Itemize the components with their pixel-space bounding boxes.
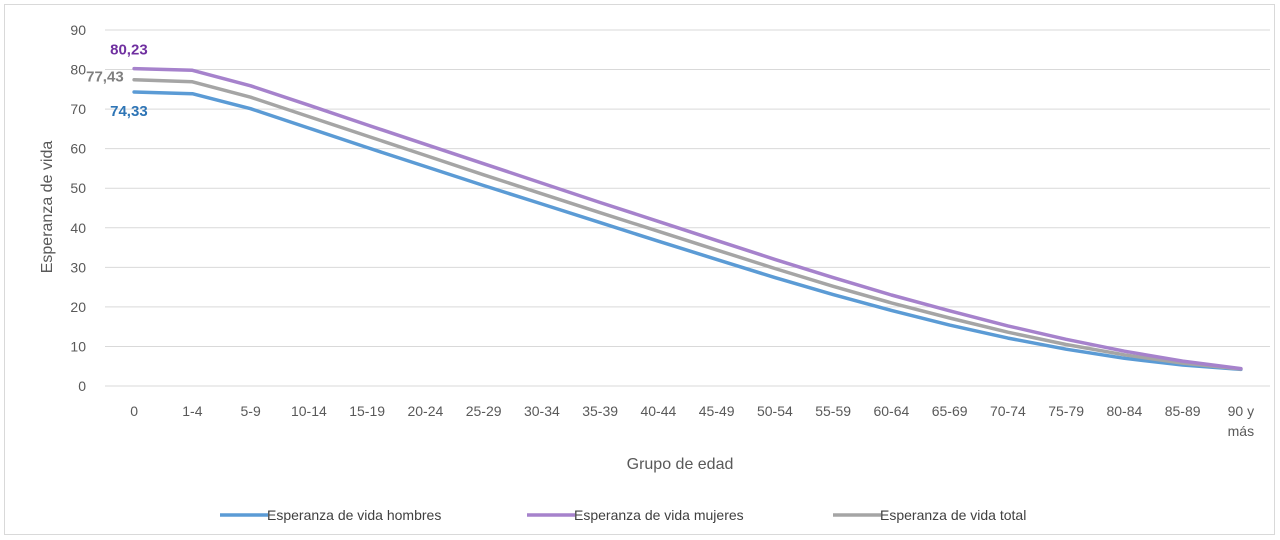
x-tick-label: 45-49 bbox=[699, 403, 735, 419]
x-tick-label: 50-54 bbox=[757, 403, 793, 419]
y-axis-ticks: 0 10 20 30 40 50 60 70 80 90 bbox=[70, 22, 86, 394]
series-lines bbox=[132, 66, 1243, 372]
x-tick-label: 20-24 bbox=[407, 403, 443, 419]
x-tick-label: 65-69 bbox=[932, 403, 968, 419]
x-tick-label: 10-14 bbox=[291, 403, 327, 419]
legend-item-0: Esperanza de vida hombres bbox=[220, 507, 441, 523]
x-axis-ticks: 0 1-4 5-9 10-14 15-19 20-24 25-29 30-34 35-39 40-… bbox=[130, 403, 1254, 439]
data-label: 74,33 bbox=[110, 103, 148, 120]
x-tick-label: 0 bbox=[130, 403, 138, 419]
y-tick-label: 50 bbox=[70, 180, 86, 196]
y-tick-label: 30 bbox=[70, 259, 86, 275]
series-line-1 bbox=[132, 66, 1243, 371]
series-line-0 bbox=[132, 90, 1243, 372]
x-tick-label: 90 y más bbox=[1228, 403, 1254, 439]
y-tick-label: 70 bbox=[70, 101, 86, 117]
x-tick-label: 1-4 bbox=[182, 403, 202, 419]
x-tick-label: 35-39 bbox=[582, 403, 618, 419]
y-tick-label: 60 bbox=[70, 141, 86, 157]
x-tick-label: 80-84 bbox=[1106, 403, 1142, 419]
legend-label: Esperanza de vida hombres bbox=[267, 507, 441, 523]
x-tick-label: 60-64 bbox=[873, 403, 909, 419]
legend: Esperanza de vida hombres Esperanza de vi… bbox=[220, 507, 1026, 523]
y-tick-label: 40 bbox=[70, 220, 86, 236]
data-label: 77,43 bbox=[86, 69, 124, 86]
data-label: 80,23 bbox=[110, 42, 148, 59]
y-axis-title: Esperanza de vida bbox=[39, 141, 56, 274]
series-line-2 bbox=[132, 77, 1243, 371]
gridlines bbox=[105, 29, 1270, 387]
data-labels: 74,33 80,23 77,43 bbox=[86, 42, 148, 120]
legend-item-2: Esperanza de vida total bbox=[833, 507, 1026, 523]
chart-frame bbox=[4, 4, 1275, 535]
x-axis-title: Grupo de edad bbox=[627, 456, 734, 473]
x-tick-label: 30-34 bbox=[524, 403, 560, 419]
x-tick-label: 40-44 bbox=[640, 403, 676, 419]
y-tick-label: 10 bbox=[70, 338, 86, 354]
x-tick-label: 5-9 bbox=[241, 403, 261, 419]
y-tick-label: 90 bbox=[70, 22, 86, 38]
x-tick-label: 70-74 bbox=[990, 403, 1026, 419]
legend-label: Esperanza de vida mujeres bbox=[574, 507, 744, 523]
legend-label: Esperanza de vida total bbox=[880, 507, 1026, 523]
x-tick-label: 15-19 bbox=[349, 403, 385, 419]
y-tick-label: 80 bbox=[70, 62, 86, 78]
y-tick-label: 20 bbox=[70, 299, 86, 315]
x-tick-label: 85-89 bbox=[1165, 403, 1201, 419]
x-tick-label: 25-29 bbox=[466, 403, 502, 419]
legend-item-1: Esperanza de vida mujeres bbox=[527, 507, 744, 523]
x-tick-label: 55-59 bbox=[815, 403, 851, 419]
x-tick-label: 75-79 bbox=[1048, 403, 1084, 419]
y-tick-label: 0 bbox=[78, 378, 86, 394]
